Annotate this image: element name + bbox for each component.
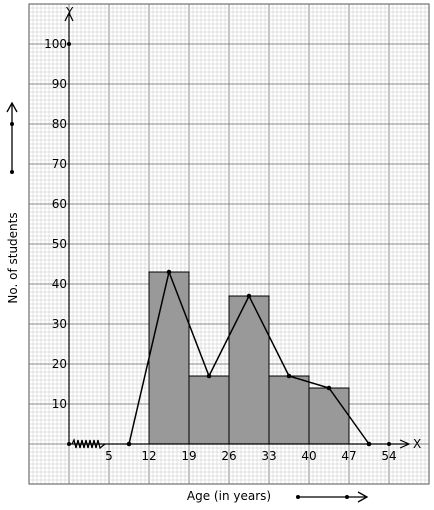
y-tick-label: 50 <box>52 237 67 251</box>
y-axis-title: No. of students <box>6 212 20 303</box>
x-tick-label: 54 <box>381 449 396 463</box>
x-tick-label: 33 <box>261 449 276 463</box>
x-title-arrow-dot <box>296 495 300 499</box>
y-tick-label: 40 <box>52 277 67 291</box>
polygon-point <box>126 441 132 447</box>
labels: Y X No. of students Age (in years) <box>6 5 421 503</box>
frequency-polygon <box>126 269 372 447</box>
polygon-point <box>246 293 252 299</box>
histogram-bar <box>268 375 310 445</box>
y-axis-top-dot <box>67 42 71 46</box>
polygon-point <box>366 441 372 447</box>
y-tick-label: 10 <box>52 397 67 411</box>
x-axis-title: Age (in years) <box>187 489 271 503</box>
x-axis-end-dot <box>387 442 391 446</box>
x-title-arrow-head <box>357 491 369 503</box>
y-tick-label: 90 <box>52 77 67 91</box>
histogram-bar <box>188 375 230 445</box>
grid-border <box>28 3 430 485</box>
x-axis-letter: X <box>413 437 421 451</box>
polygon-point <box>326 385 332 391</box>
decorations <box>6 101 369 503</box>
polygon-point <box>286 373 292 379</box>
histogram-bar <box>308 387 350 445</box>
origin-dot <box>67 442 71 446</box>
y-axis-letter: Y <box>65 5 74 19</box>
y-tick-label: 80 <box>52 117 67 131</box>
y-title-arrow-dot <box>10 122 14 126</box>
x-title-arrow-dot <box>345 495 349 499</box>
y-tick-label: 30 <box>52 317 67 331</box>
y-title-arrow-dot <box>10 170 14 174</box>
x-tick-label: 47 <box>341 449 356 463</box>
y-tick-label: 60 <box>52 197 67 211</box>
x-tick-label: 26 <box>221 449 236 463</box>
y-tick-label: 100 <box>44 37 67 51</box>
x-axis-break-zigzag <box>71 438 106 450</box>
grid <box>28 3 430 485</box>
polygon-point <box>166 269 172 275</box>
x-tick-label: 12 <box>141 449 156 463</box>
polygon-point <box>206 373 212 379</box>
axes: 10 20 30 40 50 60 70 80 90 100 5 12 19 26 33 40 47 54 <box>44 11 411 463</box>
y-tick-label: 70 <box>52 157 67 171</box>
x-tick-label: 5 <box>105 449 113 463</box>
x-axis-arrow <box>399 439 411 449</box>
histogram-bar <box>148 271 190 445</box>
bars <box>148 271 350 445</box>
y-axis-arrow <box>64 11 74 22</box>
x-tick-label: 40 <box>301 449 316 463</box>
x-tick-label: 19 <box>181 449 196 463</box>
y-title-arrow-head <box>6 101 18 113</box>
histogram-bar <box>228 295 270 445</box>
y-tick-label: 20 <box>52 357 67 371</box>
